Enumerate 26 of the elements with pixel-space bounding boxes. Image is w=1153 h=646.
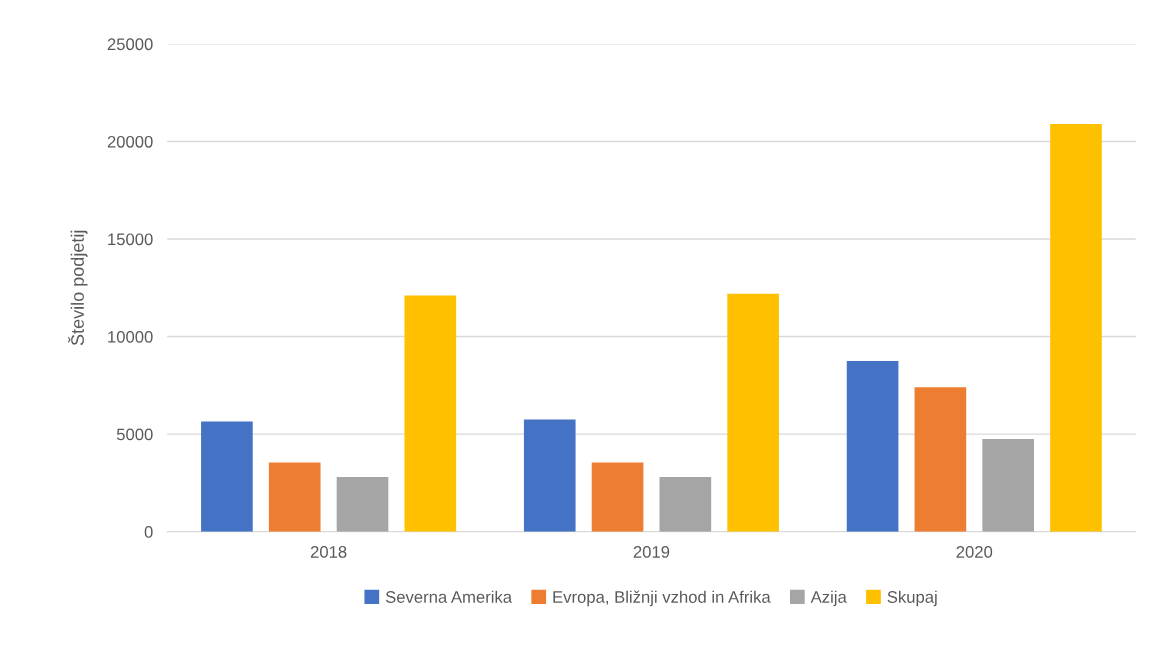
- legend-label: Evropa, Bližnji vzhod in Afrika: [553, 590, 771, 607]
- y-tick-label: 20000: [107, 135, 153, 148]
- bar: [201, 421, 253, 532]
- bar: [982, 438, 1035, 532]
- y-tick-label: 25000: [107, 38, 153, 51]
- x-tick-label: 2018: [310, 545, 347, 558]
- bar: [336, 477, 389, 532]
- legend-label: Skupaj: [887, 590, 937, 607]
- bar: [846, 360, 899, 532]
- legend-label: Severna Amerika: [385, 590, 513, 603]
- bar: [727, 293, 779, 532]
- bar: [914, 387, 967, 532]
- y-tick-label: 0: [144, 526, 153, 538]
- y-tick-label: 10000: [108, 330, 153, 343]
- bar: [1050, 123, 1102, 532]
- bar: [268, 462, 321, 532]
- bar: [659, 477, 712, 532]
- x-tick-label: 2020: [956, 545, 993, 558]
- x-tick-label: 2019: [633, 545, 670, 558]
- bar: [591, 462, 644, 532]
- y-tick-label: 15000: [108, 233, 153, 246]
- bar: [404, 295, 457, 532]
- legend-label: Azija: [810, 590, 847, 607]
- y-tick-label: 5000: [116, 428, 153, 441]
- bar: [523, 419, 576, 532]
- y-axis-title: Število podjetij: [67, 230, 88, 346]
